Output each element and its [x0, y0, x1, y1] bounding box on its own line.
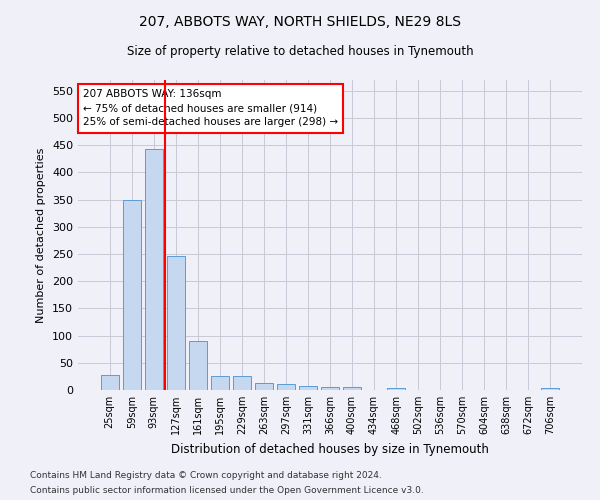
Bar — [233, 376, 251, 390]
Bar — [145, 149, 163, 390]
Bar — [343, 388, 361, 390]
Text: Contains HM Land Registry data © Crown copyright and database right 2024.: Contains HM Land Registry data © Crown c… — [30, 471, 382, 480]
Bar — [101, 376, 119, 390]
Bar — [321, 388, 339, 390]
Bar — [299, 386, 317, 390]
X-axis label: Distribution of detached houses by size in Tynemouth: Distribution of detached houses by size … — [171, 442, 489, 456]
Bar — [277, 384, 295, 390]
Text: Contains public sector information licensed under the Open Government Licence v3: Contains public sector information licen… — [30, 486, 424, 495]
Bar — [189, 340, 206, 390]
Bar — [167, 256, 185, 390]
Bar — [387, 388, 405, 390]
Bar — [211, 376, 229, 390]
Bar — [541, 388, 559, 390]
Bar — [123, 200, 140, 390]
Text: 207, ABBOTS WAY, NORTH SHIELDS, NE29 8LS: 207, ABBOTS WAY, NORTH SHIELDS, NE29 8LS — [139, 15, 461, 29]
Text: Size of property relative to detached houses in Tynemouth: Size of property relative to detached ho… — [127, 45, 473, 58]
Bar — [255, 383, 273, 390]
Text: 207 ABBOTS WAY: 136sqm
← 75% of detached houses are smaller (914)
25% of semi-de: 207 ABBOTS WAY: 136sqm ← 75% of detached… — [83, 90, 338, 128]
Y-axis label: Number of detached properties: Number of detached properties — [37, 148, 46, 322]
